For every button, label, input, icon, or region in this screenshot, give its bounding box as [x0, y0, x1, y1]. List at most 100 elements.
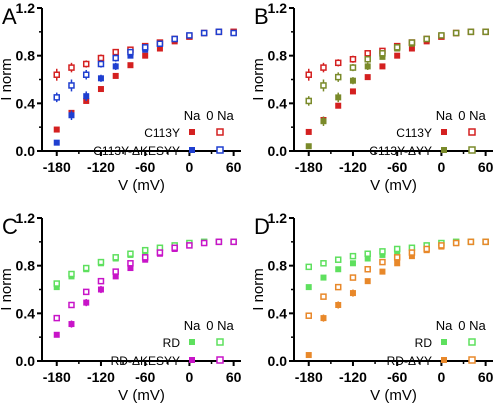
panel-b-data-point: [305, 128, 312, 135]
panel-d-data-point: [320, 274, 327, 281]
panel-a-x-tick-label: -120: [87, 159, 115, 175]
panel-d-data-point: [452, 239, 460, 247]
panel-b-x-tick-label: 60: [478, 159, 494, 175]
panel-a-data-point: [97, 75, 104, 82]
panel-b-data-point: [335, 102, 342, 109]
panel-b-data-point: [394, 52, 401, 59]
panel-b-data-point: [320, 82, 327, 89]
panel-d-data-point: [349, 252, 357, 260]
panel-b-legend-marker: [468, 128, 476, 136]
panel-b-letter: B: [254, 4, 269, 29]
panel-b-data-point: [349, 88, 356, 95]
panel-b-legend-head-na: Na: [436, 108, 453, 123]
panel-c-data-point: [127, 265, 134, 272]
panel-b: B 0.0 0.4 0.8 1.2 -180 -120 -60 0 60 V (mV) I norm N…: [250, 0, 494, 194]
panel-c-legend-marker: [189, 357, 195, 363]
panel-d-data-point: [305, 352, 312, 359]
panel-c-data-point: [53, 280, 60, 287]
panel-a-data-point: [112, 54, 119, 62]
panel-b-data-point: [379, 53, 386, 60]
panel-d-legend-marker: [468, 338, 476, 346]
panel-d-data-point: [467, 238, 475, 246]
panel-a-data-point: [127, 52, 134, 59]
panel-d-data-point: [320, 315, 327, 322]
panel-d-data-point: [364, 265, 371, 273]
panel-c-data-point: [127, 250, 134, 257]
panel-d-data-point: [379, 258, 386, 266]
panel-c-data-point: [97, 258, 105, 266]
panel-b-data-point: [408, 39, 416, 46]
panel-d-data-point: [482, 238, 489, 246]
panel-a-data-point: [53, 139, 60, 146]
panel-b-legend-label: C113Y-ΔYY: [369, 144, 432, 158]
panel-c-data-point: [215, 238, 223, 246]
panel-a-x-tick-label: 0: [186, 159, 194, 175]
panel-b-legend-marker: [441, 129, 447, 135]
panel-c-x-axis-title: V (mV): [118, 387, 165, 404]
panel-c-data-point: [112, 268, 119, 275]
panel-a-legend-marker: [216, 128, 224, 136]
panel-c-legend-head-na: Na: [184, 318, 201, 333]
panel-b-data-point: [364, 74, 371, 81]
panel-d-data-point: [349, 274, 357, 281]
panel-b-data-point: [305, 143, 312, 150]
panel-b-data-point: [379, 63, 386, 70]
panel-c-legend-label: RD-ΔKESYY: [111, 354, 180, 368]
panel-a-data-point: [97, 60, 105, 68]
panel-a-y-axis-title: I norm: [0, 58, 15, 101]
panel-a-data-point: [200, 29, 208, 37]
panel-b-data-point: [438, 32, 445, 39]
panel-d-data-point: [379, 251, 386, 258]
panel-a-data-point: [171, 35, 178, 43]
panel-c-data-point: [97, 277, 105, 285]
panel-d-y-axis-title: I norm: [250, 268, 267, 311]
panel-d-y-tick-label: 0.8: [268, 258, 288, 274]
panel-c-x-tick-label: -120: [87, 369, 115, 385]
panel-d-data-point: [394, 260, 401, 267]
panel-b-x-tick-label: -180: [295, 159, 323, 175]
panel-c-data-point: [82, 264, 90, 272]
panel-c-data-point: [97, 286, 104, 293]
panel-a-x-tick-label: -60: [135, 159, 155, 175]
panel-a-y-tick-label: 1.2: [16, 0, 36, 16]
panel-b-legend-head-0na: 0 Na: [458, 108, 486, 123]
panel-a-legend-marker: [189, 147, 195, 153]
panel-d-y-tick-label: 1.2: [268, 210, 288, 226]
panel-a-data-point: [68, 82, 75, 89]
panel-b-data-point: [379, 50, 386, 57]
panel-a-data-point: [112, 48, 119, 56]
panel-c-data-point: [200, 239, 208, 247]
panel-a-legend-label: C113Y-ΔKESYY: [93, 144, 180, 158]
panel-a-data-point: [53, 94, 60, 101]
panel-a-x-tick-label: -180: [43, 159, 71, 175]
panel-b-data-point: [320, 64, 327, 71]
panel-b-x-tick-label: 0: [438, 159, 446, 175]
panel-d-data-point: [393, 245, 401, 253]
panel-c-x-tick-label: 0: [186, 369, 194, 385]
panel-d-data-point: [320, 260, 327, 267]
panel-d-data-point: [423, 245, 430, 253]
panel-c-data-point: [82, 288, 90, 296]
panel-d-legend-head-na: Na: [436, 318, 453, 333]
panel-b-x-tick-label: -60: [387, 159, 407, 175]
panel-d-data-point: [438, 242, 445, 249]
panel-c-y-axis-title: I norm: [0, 268, 15, 311]
panel-a-legend-marker: [216, 146, 224, 154]
panel-a-data-point: [230, 29, 237, 37]
panel-b-data-point: [320, 118, 327, 125]
panel-c-data-point: [141, 246, 149, 254]
panel-c-y-tick-label: 0.8: [16, 258, 36, 274]
panel-a-data-point: [127, 48, 134, 56]
panel-a-y-tick-label: 0.8: [16, 48, 36, 64]
panel-c-x-tick-label: 60: [226, 369, 242, 385]
panel-d-data-point: [408, 249, 416, 256]
panel-b-data-point: [349, 55, 357, 63]
panel-a-x-tick-label: 60: [226, 159, 242, 175]
panel-c-data-point: [68, 270, 75, 278]
panel-d-x-axis-title: V (mV): [370, 387, 417, 404]
panel-d-data-point: [364, 250, 371, 257]
panel-b-data-point: [408, 45, 415, 52]
panel-b-data-point: [334, 73, 342, 81]
panel-d-data-point: [393, 254, 401, 261]
